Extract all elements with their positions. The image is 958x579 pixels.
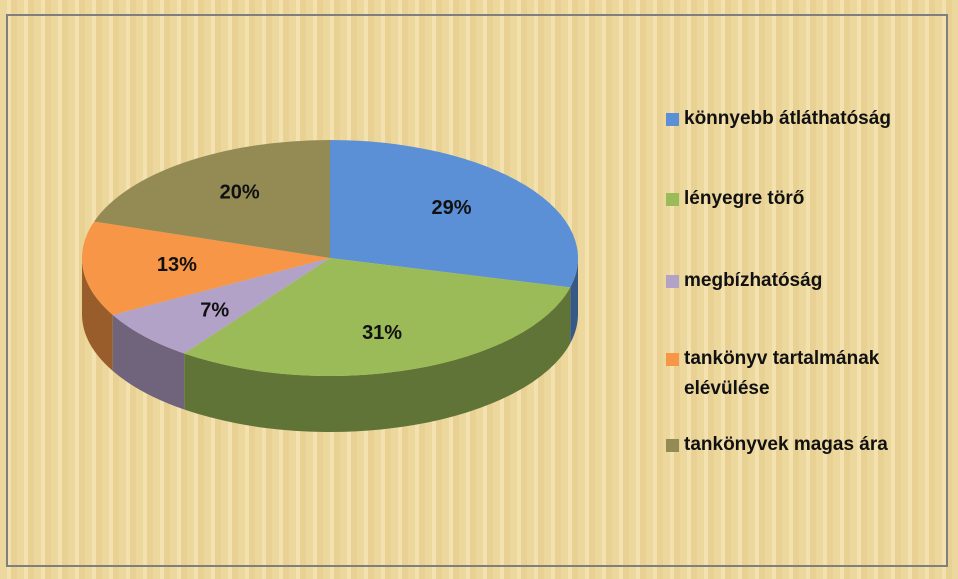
slice	[184, 258, 571, 377]
slice-side	[112, 314, 185, 410]
legend-item: tankönyv tartalmának elévülése	[666, 344, 884, 404]
legend-swatch	[666, 275, 679, 288]
slice	[330, 140, 578, 288]
legend-label: lényegre törő	[684, 188, 805, 209]
slice-side	[184, 287, 571, 432]
slice	[112, 258, 331, 354]
slice	[94, 140, 330, 258]
slice-side	[570, 258, 578, 344]
data-label: 13%	[157, 254, 197, 276]
legend-label: könnyebb átláthatóság	[684, 108, 891, 129]
legend-swatch	[666, 113, 679, 126]
legend-swatch	[666, 353, 679, 366]
legend-swatch	[666, 193, 679, 206]
slice-side	[82, 258, 113, 371]
legend-item: megbízhatóság	[666, 266, 944, 296]
data-label: 20%	[220, 181, 260, 203]
data-label: 31%	[362, 322, 402, 344]
legend-swatch	[666, 439, 679, 452]
legend-item: lényegre törő	[666, 184, 944, 214]
legend-label: megbízhatóság	[684, 270, 823, 291]
slice	[82, 221, 331, 315]
chart-frame	[6, 14, 948, 567]
legend-label: tankönyv tartalmának elévülése	[684, 348, 880, 399]
data-label: 7%	[200, 299, 229, 321]
legend-item: tankönyvek magas ára	[666, 430, 944, 460]
data-label: 29%	[431, 197, 471, 219]
legend-item: könnyebb átláthatóság	[666, 104, 944, 134]
legend-label: tankönyvek magas ára	[684, 434, 888, 455]
